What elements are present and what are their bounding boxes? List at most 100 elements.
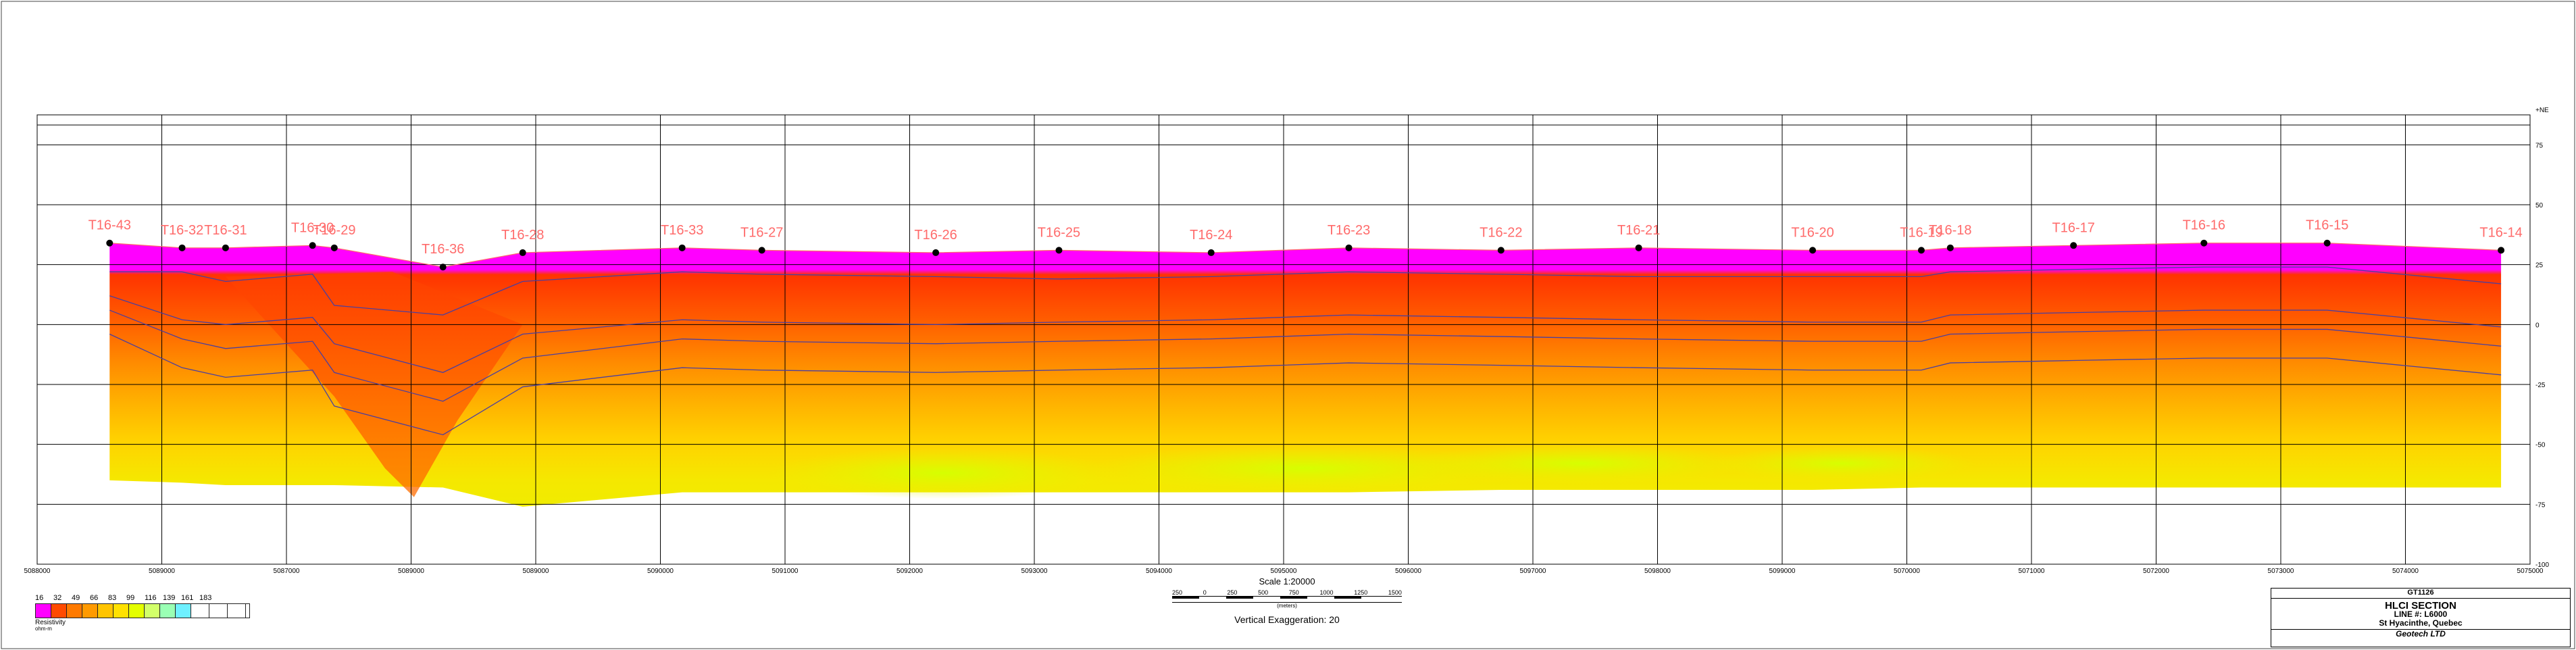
borehole-collar-icon [2200,239,2208,247]
x-tick-label: 5073000 [2268,568,2294,575]
borehole-collar-icon [2323,239,2331,247]
borehole-collar-icon [106,239,113,247]
scale-label: Scale 1:20000 [1259,576,1315,586]
legend-value: 116 [145,594,157,602]
borehole-marker: T16-29 [313,223,355,251]
borehole-collar-icon [2498,247,2505,254]
borehole-marker: T16-33 [661,223,703,251]
x-tick-label: 5091000 [772,568,799,575]
contour-line [109,333,2502,436]
section-fill [109,243,2502,507]
borehole-collar-icon [1207,249,1215,256]
legend-swatch [82,604,98,618]
x-tick-label: 5072000 [2143,568,2169,575]
legend-swatch [67,604,82,618]
line-number: LINE #: L6000 [2394,609,2448,619]
contour-lines [109,243,2502,436]
borehole-label: T16-20 [1791,225,1834,240]
legend-swatch [129,604,145,618]
y-tick-label: -50 [2535,442,2546,449]
high-resistivity-zone [1405,443,1757,484]
y-tick-label: 0 [2535,322,2540,329]
borehole-collar-icon [1055,247,1063,254]
scale-tick: 1500 [1388,589,1402,596]
location: St Hyacinthe, Quebec [2379,618,2463,628]
borehole-collar-icon [330,244,338,251]
borehole-collar-icon [1809,247,1817,254]
legend-swatch [51,604,67,618]
contour-line [109,266,2502,316]
legend-unit: ohm-m [35,626,52,632]
x-tick-label: 5093000 [1021,568,1048,575]
borehole-marker: T16-32 [161,223,203,251]
legend-values: 16 32 49 66 83 99 116 139 161 183 [35,594,250,603]
scale-units: (meters) [1277,603,1297,609]
x-tick-label: 5097000 [1520,568,1546,575]
high-resistivity-zone [1706,446,1977,482]
x-tick-label: 5098000 [1644,568,1671,575]
grid-lines [36,115,2531,564]
borehole-collar-icon [758,247,765,254]
borehole-collar-icon [2070,242,2077,249]
contour-line [109,295,2502,373]
x-tick-label: 5074000 [2392,568,2419,575]
borehole-marker: T16-24 [1190,228,1232,256]
borehole-label: T16-14 [2479,225,2522,240]
legend-value: 161 [181,594,194,602]
borehole-label: T16-15 [2306,218,2348,233]
borehole-collar-icon [1635,244,1642,251]
borehole-marker: T16-21 [1617,223,1660,251]
scale-bar [1172,596,1402,603]
borehole-collar-icon [309,242,316,249]
scale-tick: 250 [1172,589,1183,596]
borehole-label: T16-18 [1929,223,1971,238]
section-title: HLCI SECTION [2385,600,2456,611]
legend-swatch [176,604,191,618]
borehole-collar-icon [1345,244,1353,251]
borehole-collar-icon [439,264,447,271]
scale-tick: 1250 [1354,589,1368,596]
y-tick-label: 25 [2535,262,2544,270]
legend-value: 139 [163,594,176,602]
legend-value: 66 [90,594,99,602]
borehole-label: T16-26 [914,228,957,243]
borehole-marker: T16-20 [1791,225,1834,254]
x-tick-label: 5096000 [1395,568,1421,575]
borehole-marker: T16-18 [1929,223,1972,251]
borehole-label: T16-19 [1900,225,1942,240]
scale-tick: 0 [1203,589,1207,596]
borehole-label: T16-17 [2052,220,2095,235]
x-tick-label: 5075000 [2517,568,2544,575]
borehole-marker: T16-27 [740,225,783,254]
borehole-label: T16-25 [1038,225,1080,240]
borehole-marker: T16-14 [2479,225,2523,254]
legend-swatch [160,604,176,618]
borehole-label: T16-24 [1190,228,1232,243]
vertical-exaggeration: Vertical Exaggeration: 20 [1234,614,1340,625]
borehole-collar-icon [1917,247,1925,254]
borehole-label: T16-31 [204,223,247,238]
legend-swatch [191,604,209,618]
borehole-label: T16-16 [2183,218,2225,233]
x-tick-label: 5089000 [398,568,424,575]
borehole-label: T16-30 [291,220,334,235]
borehole-marker: T16-22 [1480,225,1522,254]
borehole-marker: T16-36 [422,242,464,271]
contour-line [109,309,2502,402]
borehole-collar-icon [932,249,940,256]
legend-swatch [113,604,129,618]
project-code: GT1126 [2271,589,2570,599]
borehole-label: T16-28 [501,228,544,243]
borehole-marker: T16-25 [1038,225,1080,254]
scale-tick: 750 [1288,589,1299,596]
borehole-label: T16-27 [740,225,783,240]
x-tick-label: 5089000 [149,568,175,575]
borehole-marker: T16-16 [2183,218,2225,247]
borehole-marker: T16-28 [501,228,544,256]
x-tick-label: 5071000 [2019,568,2045,575]
legend-value: 49 [72,594,80,602]
y-tick-label: 75 [2535,142,2544,149]
legend-swatch [145,604,160,618]
